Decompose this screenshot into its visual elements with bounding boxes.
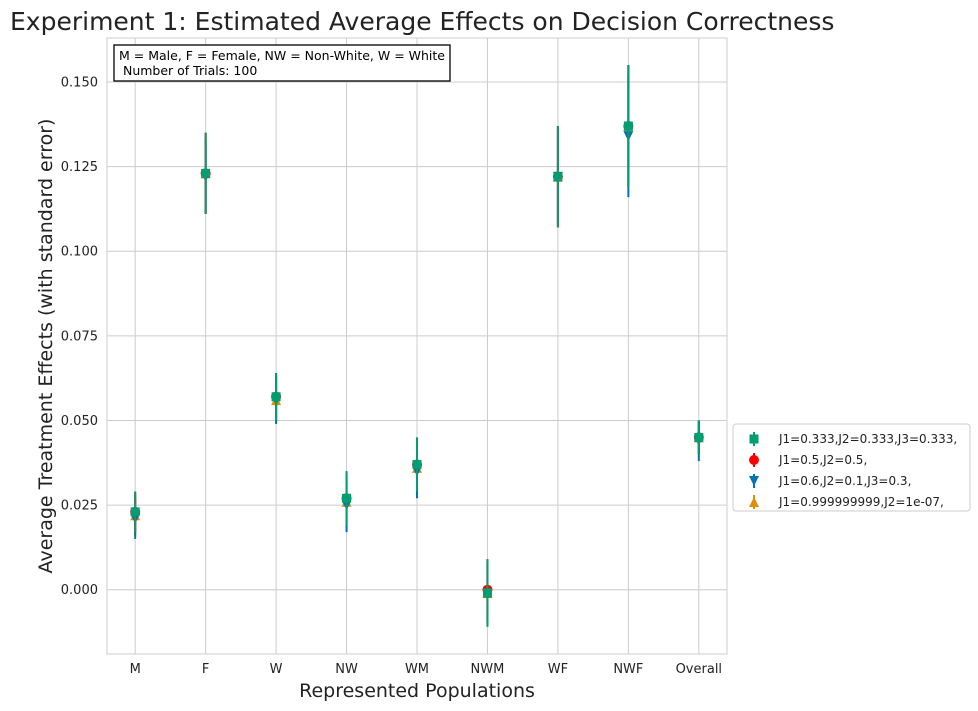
annotation-box: M = Male, F = Female, NW = Non-White, W … [113, 44, 451, 82]
legend-label: J1=0.6,J2=0.1,J3=0.3, [778, 474, 911, 488]
y-tick-label: 0.150 [61, 76, 98, 91]
legend-marker [749, 476, 759, 486]
annotation-line-2: Number of Trials: 100 [119, 63, 257, 78]
legend: J1=0.333,J2=0.333,J3=0.333, J1=0.5,J2=0.5… [732, 423, 971, 512]
x-tick-label: M [130, 662, 141, 677]
x-tick-label: W [270, 662, 283, 677]
x-tick-label: WM [405, 662, 429, 677]
y-tick-label: 0.075 [61, 329, 98, 344]
legend-item: J1=0.6,J2=0.1,J3=0.3, [749, 474, 911, 488]
data-point [342, 493, 352, 503]
legend-item: J1=0.5,J2=0.5, [749, 453, 867, 467]
legend-marker [749, 455, 759, 465]
y-tick-labels: 0.000 0.025 0.050 0.075 0.100 0.125 0.150 [61, 76, 98, 599]
x-tick-label: Overall [676, 662, 722, 677]
x-tick-label: NWF [613, 662, 643, 677]
data-point [130, 507, 140, 517]
data-point [412, 459, 422, 469]
legend-label: J1=0.333,J2=0.333,J3=0.333, [778, 432, 957, 446]
x-tick-label: NWM [471, 662, 505, 677]
data-point [623, 121, 633, 131]
y-tick-label: 0.125 [61, 160, 98, 175]
data-point [271, 392, 281, 402]
data-point [553, 172, 563, 182]
legend-marker [749, 434, 759, 444]
data-point [201, 168, 211, 178]
x-tick-label: NW [335, 662, 358, 677]
y-tick-label: 0.000 [61, 583, 98, 598]
legend-label: J1=0.999999999,J2=1e-07, [778, 495, 944, 509]
legend-item: J1=0.999999999,J2=1e-07, [749, 495, 944, 509]
y-gridlines [107, 81, 727, 591]
data-point [694, 432, 704, 442]
x-tick-labels: M F W NW WM NWM WF NWF Overall [130, 662, 722, 677]
legend-label: J1=0.5,J2=0.5, [778, 453, 867, 467]
y-tick-label: 0.100 [61, 245, 98, 260]
chart-title: Experiment 1: Estimated Average Effects … [10, 7, 834, 36]
y-axis-label: Average Treatment Effects (with standard… [35, 119, 57, 574]
series-0 [130, 65, 704, 627]
legend-marker [749, 497, 759, 507]
legend-item: J1=0.333,J2=0.333,J3=0.333, [749, 432, 957, 446]
y-tick-label: 0.050 [61, 414, 98, 429]
x-tick-label: F [202, 662, 209, 677]
y-tick-label: 0.025 [61, 499, 98, 514]
x-axis-label: Represented Populations [299, 680, 535, 702]
series-layer [130, 65, 704, 627]
x-tick-label: WF [548, 662, 568, 677]
data-point [482, 588, 492, 598]
annotation-line-1: M = Male, F = Female, NW = Non-White, W … [119, 48, 445, 63]
